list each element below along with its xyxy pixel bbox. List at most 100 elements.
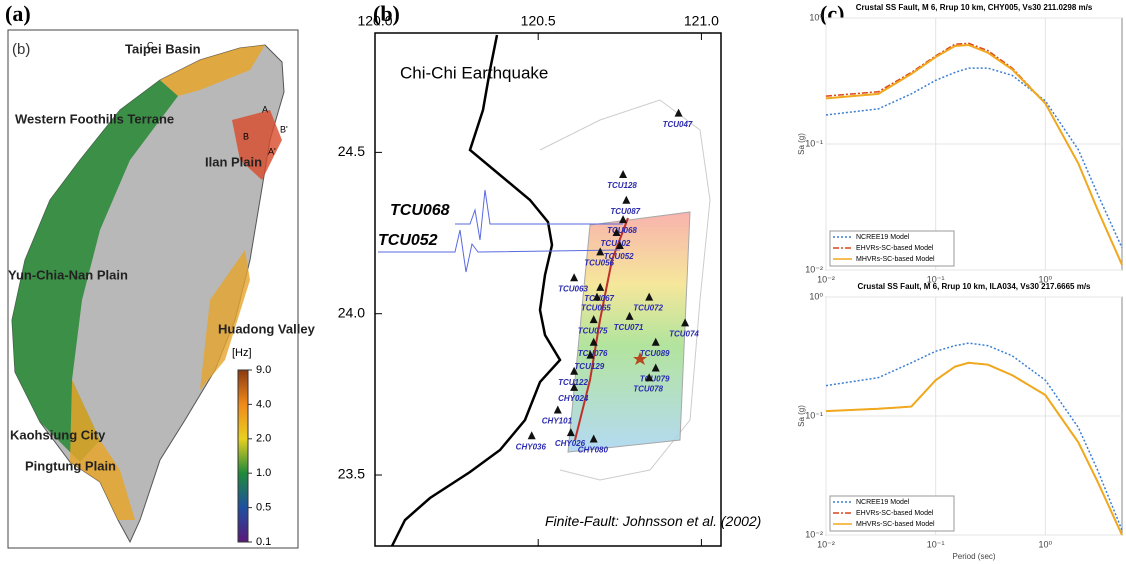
station-label: TCU075 <box>578 326 608 335</box>
station <box>596 247 605 256</box>
series-line <box>825 67 1123 249</box>
colorbar-tick-label: 4.0 <box>256 398 271 410</box>
station-label: TCU052 <box>604 252 634 261</box>
colorbar-tick-label: 0.1 <box>256 536 271 548</box>
pingtung-zone <box>70 380 135 520</box>
coastline <box>390 34 562 547</box>
lowland-zone <box>12 80 178 462</box>
waveform-tcu052 <box>378 229 621 273</box>
panel-label: (b) <box>373 1 400 26</box>
x-tick-label: 10⁻¹ <box>927 274 945 284</box>
legend-label: EHVRs-SC-based Model <box>856 245 934 252</box>
station <box>681 318 690 327</box>
colorbar-tick-label: 2.0 <box>256 433 271 445</box>
station-label: TCU087 <box>610 207 640 216</box>
inset-label: (b) <box>12 41 30 58</box>
y-axis-label: Sa (g) <box>797 133 806 155</box>
station-label: TCU074 <box>669 329 699 338</box>
region-label: Huadong Valley <box>218 321 316 336</box>
station-label: TCU129 <box>574 362 604 371</box>
y-tick-label: 10⁻² <box>805 264 823 274</box>
section-marker: B' <box>280 124 288 134</box>
y-tick-label: 10⁰ <box>809 12 823 22</box>
station-label: CHY080 <box>578 446 609 455</box>
station <box>553 405 562 414</box>
series-line <box>825 361 1123 536</box>
colorbar <box>237 369 249 543</box>
station <box>589 315 598 324</box>
station-label: TCU068 <box>607 226 637 235</box>
y-axis-label: Sa (g) <box>797 405 806 427</box>
fault-plane <box>567 211 691 453</box>
station-label: TCU065 <box>581 304 611 313</box>
station-label: TCU079 <box>640 375 670 384</box>
station <box>570 273 579 282</box>
x-tick-label: 10⁻² <box>817 539 835 549</box>
county-border <box>539 99 711 481</box>
station <box>674 108 683 117</box>
y-tick-label: 24.0 <box>338 304 365 320</box>
station-label: TCU128 <box>607 181 637 190</box>
region-label: Ilan Plain <box>205 154 262 169</box>
chart-title: Crustal SS Fault, M 6, Rrup 10 km, ILA03… <box>858 282 1092 291</box>
y-tick-label: 23.5 <box>338 466 365 482</box>
ilan-zone <box>232 110 282 180</box>
station-label: CHY024 <box>558 394 589 403</box>
legend-label: MHVRs-SC-based Model <box>856 256 935 263</box>
station <box>527 431 536 440</box>
station-label: TCU078 <box>633 384 663 393</box>
map-title: Chi-Chi Earthquake <box>400 63 548 82</box>
y-tick-label: 10⁻¹ <box>805 410 823 420</box>
credit-author: Johnsson et al. (2002) <box>622 513 762 529</box>
section-marker: A' <box>268 146 276 156</box>
station-label: TCU122 <box>558 378 588 387</box>
section-marker: B <box>243 131 249 141</box>
y-tick-label: 10⁻² <box>805 529 823 539</box>
section-marker: A <box>262 104 268 114</box>
x-tick-label: 10⁻² <box>817 274 835 284</box>
station <box>645 292 654 301</box>
legend-label: NCREE19 Model <box>856 499 910 506</box>
x-tick-label: 121.0 <box>684 13 719 29</box>
station-label: TCU056 <box>584 259 614 268</box>
y-tick-label: 10⁻¹ <box>805 138 823 148</box>
station-label: TCU102 <box>601 239 631 248</box>
legend-label: NCREE19 Model <box>856 234 910 241</box>
colorbar-tick-label: 0.5 <box>256 502 271 514</box>
station <box>566 428 575 437</box>
y-tick-label: 24.5 <box>338 143 365 159</box>
panel-label: (a) <box>5 1 31 26</box>
station <box>651 363 660 372</box>
station-label: CHY036 <box>516 442 547 451</box>
station <box>651 337 660 346</box>
series-line <box>825 44 1123 266</box>
colorbar-unit: [Hz] <box>232 347 252 359</box>
x-axis-label: Period (sec) <box>952 552 995 561</box>
station-label: TCU071 <box>614 323 644 332</box>
x-tick-label: 120.0 <box>357 13 392 29</box>
station-label: CHY026 <box>555 439 586 448</box>
station <box>589 434 598 443</box>
region-label: Yun-Chia-Nan Plain <box>8 267 128 282</box>
colorbar-tick-label: 9.0 <box>256 364 271 376</box>
chart-title: Crustal SS Fault, M 6, Rrup 10 km, CHY00… <box>856 3 1093 12</box>
region-label: Pingtung Plain <box>25 458 116 473</box>
station <box>570 382 579 391</box>
station <box>619 215 628 224</box>
epicenter <box>633 352 647 365</box>
credit: Finite-Fault: Johnsson et al. (2002) <box>545 513 761 529</box>
station <box>615 240 624 249</box>
fault-trace <box>574 217 629 441</box>
y-tick-label: 10⁰ <box>809 291 823 301</box>
station <box>622 195 631 204</box>
station <box>645 373 654 382</box>
station <box>570 366 579 375</box>
waveform-label: TCU068 <box>390 202 450 219</box>
region-label: Taipei Basin <box>125 41 201 56</box>
station <box>625 311 634 320</box>
colorbar-tick-label: 1.0 <box>256 467 271 479</box>
region-label: Western Foothills Terrane <box>15 111 174 126</box>
basin-zone <box>160 45 265 96</box>
